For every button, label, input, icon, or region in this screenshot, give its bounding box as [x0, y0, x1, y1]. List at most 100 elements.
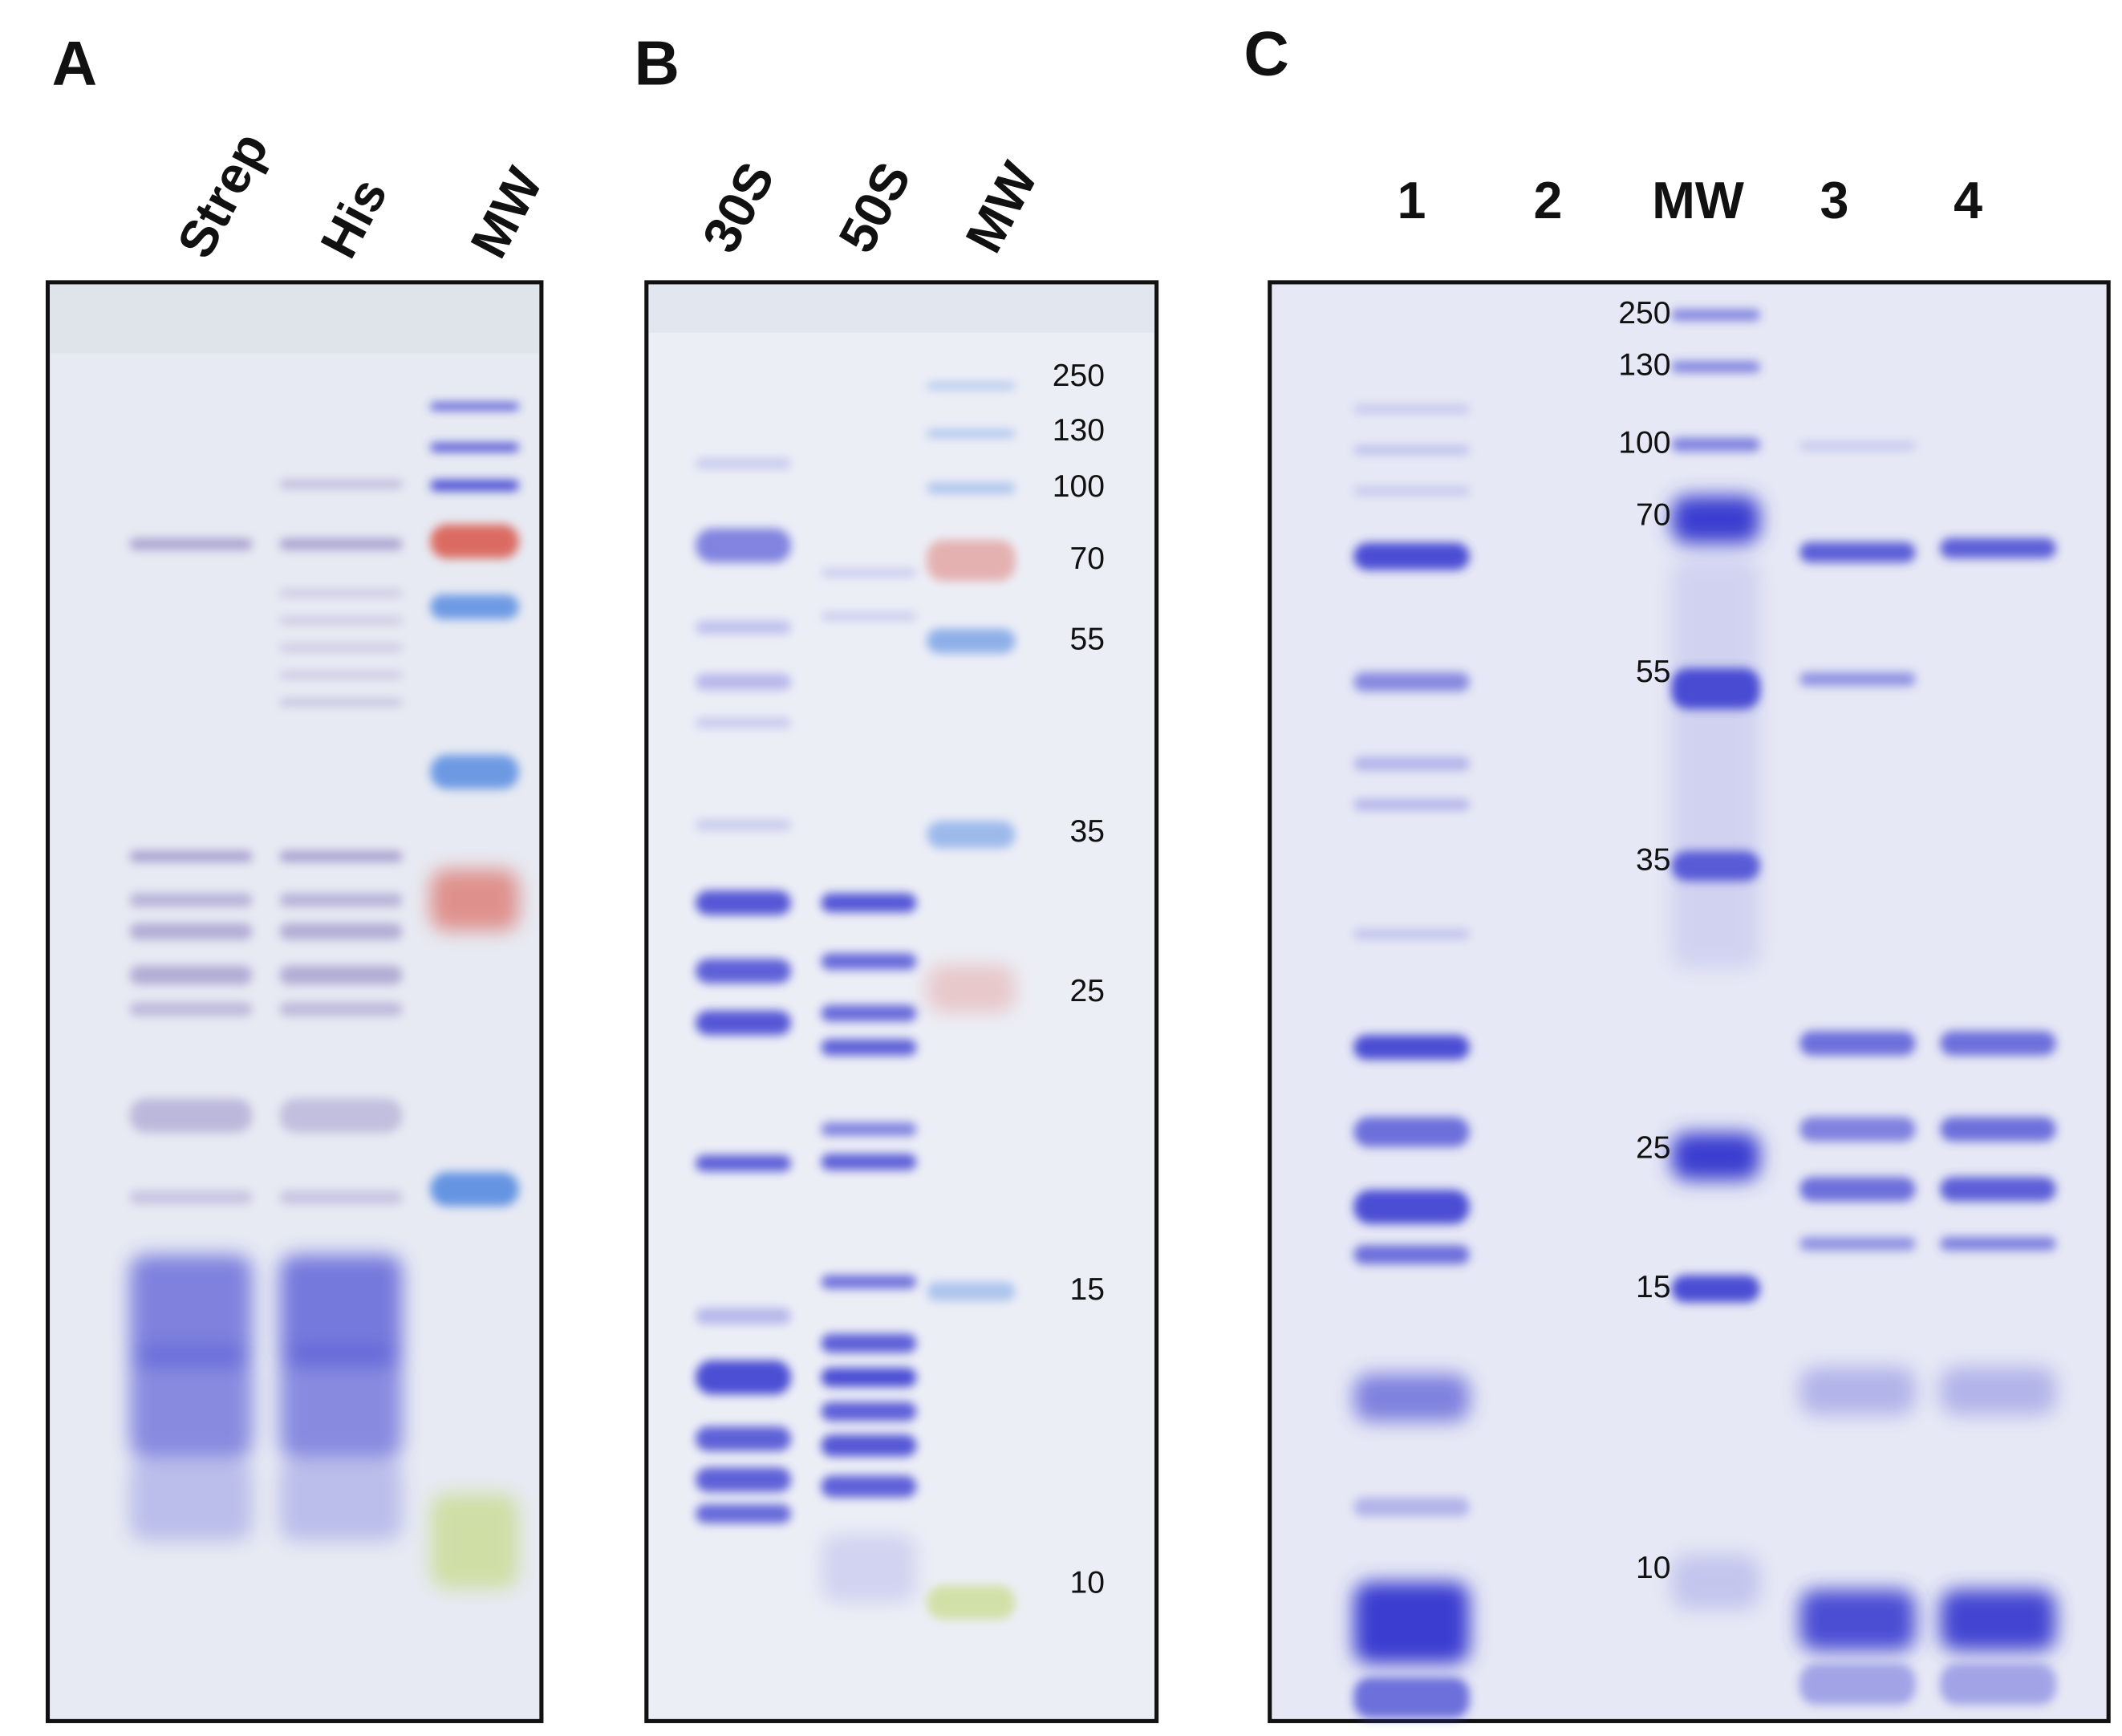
gel-band	[430, 1172, 519, 1207]
gel-band	[1799, 1177, 1916, 1202]
gel-band	[1353, 1190, 1470, 1224]
gel-band	[821, 1401, 917, 1422]
mw-marker-label: 25	[1636, 1130, 1670, 1165]
gel-band	[430, 869, 519, 931]
gel-band	[1799, 672, 1916, 687]
gel-band	[821, 568, 917, 578]
gel-band	[1940, 1664, 2056, 1705]
gel-band	[821, 1434, 917, 1457]
gel-band	[279, 671, 403, 679]
gel-band	[696, 458, 791, 469]
lane-label: Strep	[166, 123, 279, 267]
gel-band	[927, 540, 1016, 582]
gel-band	[696, 1308, 791, 1324]
gel-band	[696, 717, 791, 728]
gel-band	[279, 850, 403, 862]
gel-band	[696, 1360, 791, 1395]
lane-label: His	[310, 168, 399, 267]
gel-band	[279, 699, 403, 706]
gel-band	[696, 673, 791, 691]
gel-band	[279, 1255, 403, 1364]
gel-band	[1353, 1677, 1470, 1718]
lane-label: 3	[1820, 172, 1849, 229]
gel-band	[821, 1004, 917, 1022]
gel-band	[430, 1493, 519, 1589]
gel-band	[1671, 361, 1760, 373]
gel-band	[1671, 1555, 1760, 1609]
panel-label: B	[635, 27, 680, 98]
gel-band	[1353, 1582, 1470, 1664]
gel-b-well	[649, 285, 1154, 333]
gel-band	[696, 890, 791, 915]
gel-band	[279, 480, 403, 489]
mw-marker-label: 130	[1618, 348, 1670, 383]
gel-band	[129, 1459, 253, 1541]
mw-marker-label: 10	[1636, 1551, 1670, 1585]
panel-label: A	[52, 27, 97, 98]
gel-band	[821, 1534, 917, 1603]
gel-band	[1671, 559, 1760, 968]
mw-marker-label: 15	[1636, 1270, 1670, 1304]
gel-band	[696, 1010, 791, 1036]
gel-band	[1940, 1117, 2056, 1142]
mw-marker-label: 100	[1053, 469, 1105, 504]
gel-band	[1353, 672, 1470, 692]
mw-marker-label: 10	[1070, 1566, 1105, 1600]
lane-label: 50S	[828, 153, 923, 262]
gel-band	[1671, 437, 1760, 452]
gel-band	[927, 429, 1016, 438]
gel-band	[279, 644, 403, 651]
gel-band	[129, 1190, 253, 1205]
gel-band	[927, 1585, 1016, 1620]
gel-band	[1799, 1117, 1916, 1142]
gel-band	[821, 1275, 917, 1289]
gel-band	[821, 1475, 917, 1498]
mw-marker-label: 35	[1636, 843, 1670, 878]
gel-band	[430, 403, 519, 410]
gel-band	[1353, 1373, 1470, 1422]
gel-band	[927, 628, 1016, 654]
gel-band	[129, 893, 253, 907]
gel-band	[1671, 495, 1760, 544]
gel-band	[430, 594, 519, 619]
gel-band	[129, 923, 253, 940]
gel-band	[821, 1039, 917, 1056]
gel-band	[1940, 1236, 2056, 1251]
gel-band	[279, 923, 403, 940]
mw-marker-label: 130	[1053, 413, 1105, 448]
panel-label: C	[1244, 18, 1288, 89]
gel-band	[1353, 928, 1470, 940]
gel-band	[1799, 1367, 1916, 1415]
lane-label: MW	[460, 159, 554, 267]
gel-band	[129, 1255, 253, 1364]
gel-band	[821, 1154, 917, 1170]
gel-band	[927, 382, 1016, 390]
gel-band	[430, 754, 519, 789]
gel-band	[129, 850, 253, 862]
gel-band	[927, 482, 1016, 494]
gel-band	[1353, 1035, 1470, 1060]
gel-band	[1799, 1031, 1916, 1056]
mw-marker-label: 100	[1618, 426, 1670, 460]
gel-band	[1799, 1589, 1916, 1651]
gel-a-well	[50, 285, 539, 354]
gel-band	[696, 959, 791, 984]
mw-marker-label: 250	[1618, 296, 1670, 331]
mw-marker-label: 25	[1070, 974, 1105, 1008]
gel-band	[1940, 1177, 2056, 1202]
gel-band	[696, 1504, 791, 1523]
gel-band	[129, 965, 253, 985]
gel-band	[279, 617, 403, 624]
gel-band	[696, 819, 791, 831]
gel-band	[696, 1426, 791, 1451]
gel-band	[927, 1282, 1016, 1301]
gel-band	[821, 1333, 917, 1353]
gel-band	[1799, 541, 1916, 563]
gel-band	[279, 1098, 403, 1133]
gel-band	[696, 1467, 791, 1492]
gel-band	[696, 620, 791, 635]
lane-label: 30S	[692, 153, 786, 262]
gel-band	[1353, 1117, 1470, 1147]
